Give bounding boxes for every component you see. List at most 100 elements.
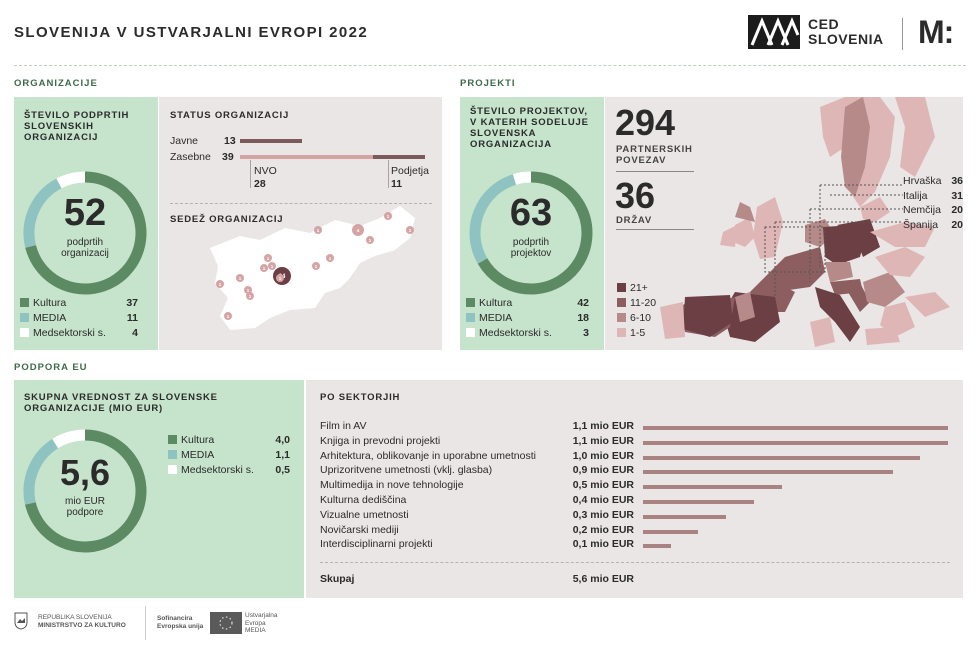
sector-label: Novičarski mediji	[320, 523, 399, 536]
sector-label: Arhitektura, oblikovanje in uporabne ume…	[320, 449, 536, 462]
sector-value: 1,1 mio EUR	[572, 420, 634, 432]
podjetja-value: 11	[391, 178, 403, 190]
sector-row: Kulturna dediščina 0,4 mio EUR	[320, 494, 955, 508]
sector-bar	[643, 440, 948, 445]
map-bubble	[312, 262, 320, 270]
section-projekti: PROJEKTI	[460, 78, 516, 89]
map-bubble-label: 4	[357, 228, 360, 233]
ced-logo-mark	[748, 15, 800, 49]
proj-donut	[469, 171, 593, 295]
country-value: 20	[951, 204, 963, 216]
scale-swatch	[617, 313, 626, 322]
partner-underline	[616, 171, 694, 172]
map-bubble-label: 1	[279, 276, 282, 281]
legend-label: MEDIA	[181, 449, 215, 461]
sector-value: 0,3 mio EUR	[572, 508, 634, 521]
org-count-caption2: organizacij	[61, 248, 109, 259]
legend-value: 11	[126, 312, 138, 324]
country-name: Španija	[903, 218, 939, 231]
sector-row: Film in AV 1,1 mio EUR	[320, 420, 955, 434]
sector-row: Knjiga in prevodni projekti 1,1 mio EUR	[320, 435, 955, 449]
proj-count-value: 63	[509, 192, 553, 234]
legend-label: MEDIA	[33, 312, 67, 324]
nvo-bar	[240, 155, 373, 159]
m-logo: M:	[918, 14, 954, 50]
podjetja-label: Podjetja	[391, 165, 429, 177]
coat-of-arms-icon	[14, 612, 28, 630]
country-value: 20	[951, 218, 963, 231]
scale-label: 21+	[630, 282, 648, 294]
legend-swatch	[168, 435, 177, 444]
sector-value: 0,9 mio EUR	[572, 464, 634, 477]
donut-segment	[52, 429, 86, 449]
donut-segment	[25, 429, 147, 553]
legend-swatch	[466, 328, 475, 337]
legend-value: 42	[577, 297, 589, 309]
eu-total-panel	[14, 380, 304, 598]
javne-bar	[240, 139, 302, 143]
map-bubble-label: 1	[227, 314, 230, 319]
section-organizacije: ORGANIZACIJE	[14, 78, 98, 89]
legend-swatch	[20, 328, 29, 337]
org-count-heading: ŠTEVILO PODPRTIH SLOVENSKIH ORGANIZACIJ	[24, 110, 130, 143]
sector-value: 1,1 mio EUR	[572, 434, 634, 447]
country-list: Hrvaška 36 Italija 31 Nemčija 20 Španija 20	[903, 174, 963, 232]
sectors-panel	[306, 380, 963, 598]
sector-row: Uprizoritvene umetnosti (vklj. glasba) 0,…	[320, 464, 955, 478]
sectors-total-value: 5,6 mio EUR	[572, 573, 634, 585]
legend-label: Kultura	[33, 297, 67, 309]
partner-label1: PARTNERSKIH	[616, 144, 693, 155]
legend-swatch	[168, 465, 177, 474]
sector-value: 1,0 mio EUR	[572, 449, 634, 462]
partner-label2: POVEZAV	[616, 155, 667, 166]
legend-item: MEDIA 11	[20, 311, 138, 326]
nvo-value: 28	[254, 178, 266, 190]
legend-value: 37	[126, 297, 138, 309]
slovenia-map: 111141111113411111	[210, 206, 415, 330]
sector-label: Uprizoritvene umetnosti (vklj. glasba)	[320, 464, 493, 477]
drzav-value: 36	[615, 175, 656, 216]
zasebne-label: Zasebne	[170, 151, 211, 163]
javne-value: 13	[224, 135, 236, 147]
legend-item: Medsektorski s. 4	[20, 326, 138, 341]
donut-segment	[23, 438, 59, 505]
sector-bar	[643, 529, 699, 534]
eu-total-caption2: podpore	[66, 507, 104, 518]
map-bubble	[314, 226, 322, 234]
sector-value: 0,5 mio EUR	[572, 479, 634, 492]
scale-item: 11-20	[617, 296, 656, 311]
map-bubble	[406, 226, 414, 234]
country-item: Nemčija 20	[903, 203, 963, 218]
donut-segment	[512, 171, 532, 185]
sector-value: 0,2 mio EUR	[572, 523, 634, 536]
proj-legend: Kultura 42 MEDIA 18 Medsektorski s. 3	[466, 296, 589, 341]
map-bubble	[216, 280, 224, 288]
donut-segment	[25, 171, 147, 295]
scale-label: 6-10	[630, 312, 652, 324]
logo-divider	[902, 18, 903, 50]
donut-segment	[23, 178, 62, 248]
country-item: Hrvaška 36	[903, 174, 963, 189]
ce-line2: Evropa	[245, 619, 266, 627]
map-bubble	[268, 262, 276, 270]
legend-label: Kultura	[181, 434, 215, 446]
scale-swatch	[617, 298, 626, 307]
europe-countries	[660, 97, 950, 347]
eu-total-caption1: mio EUR	[64, 496, 105, 507]
ministry-line2: MINISTRSTVO ZA KULTURO	[38, 622, 126, 629]
proj-count-caption1: podprtih	[512, 237, 550, 248]
scale-swatch	[617, 328, 626, 337]
status-divider	[170, 203, 432, 204]
sectors-heading: PO SEKTORJIH	[320, 392, 401, 403]
proj-count-panel	[460, 97, 604, 350]
status-heading: STATUS ORGANIZACIJ	[170, 110, 290, 121]
scale-item: 6-10	[617, 311, 656, 326]
sector-label: Vizualne umetnosti	[320, 508, 409, 521]
sector-label: Interdisciplinarni projekti	[320, 538, 433, 551]
eu-total-heading: SKUPNA VREDNOST ZA SLOVENSKE ORGANIZACIJ…	[24, 392, 218, 414]
sector-bar	[643, 426, 948, 430]
sector-bar	[643, 514, 727, 519]
partner-value: 294	[615, 102, 676, 143]
map-bubble-label: 1	[409, 228, 412, 233]
scale-item: 21+	[617, 281, 656, 296]
